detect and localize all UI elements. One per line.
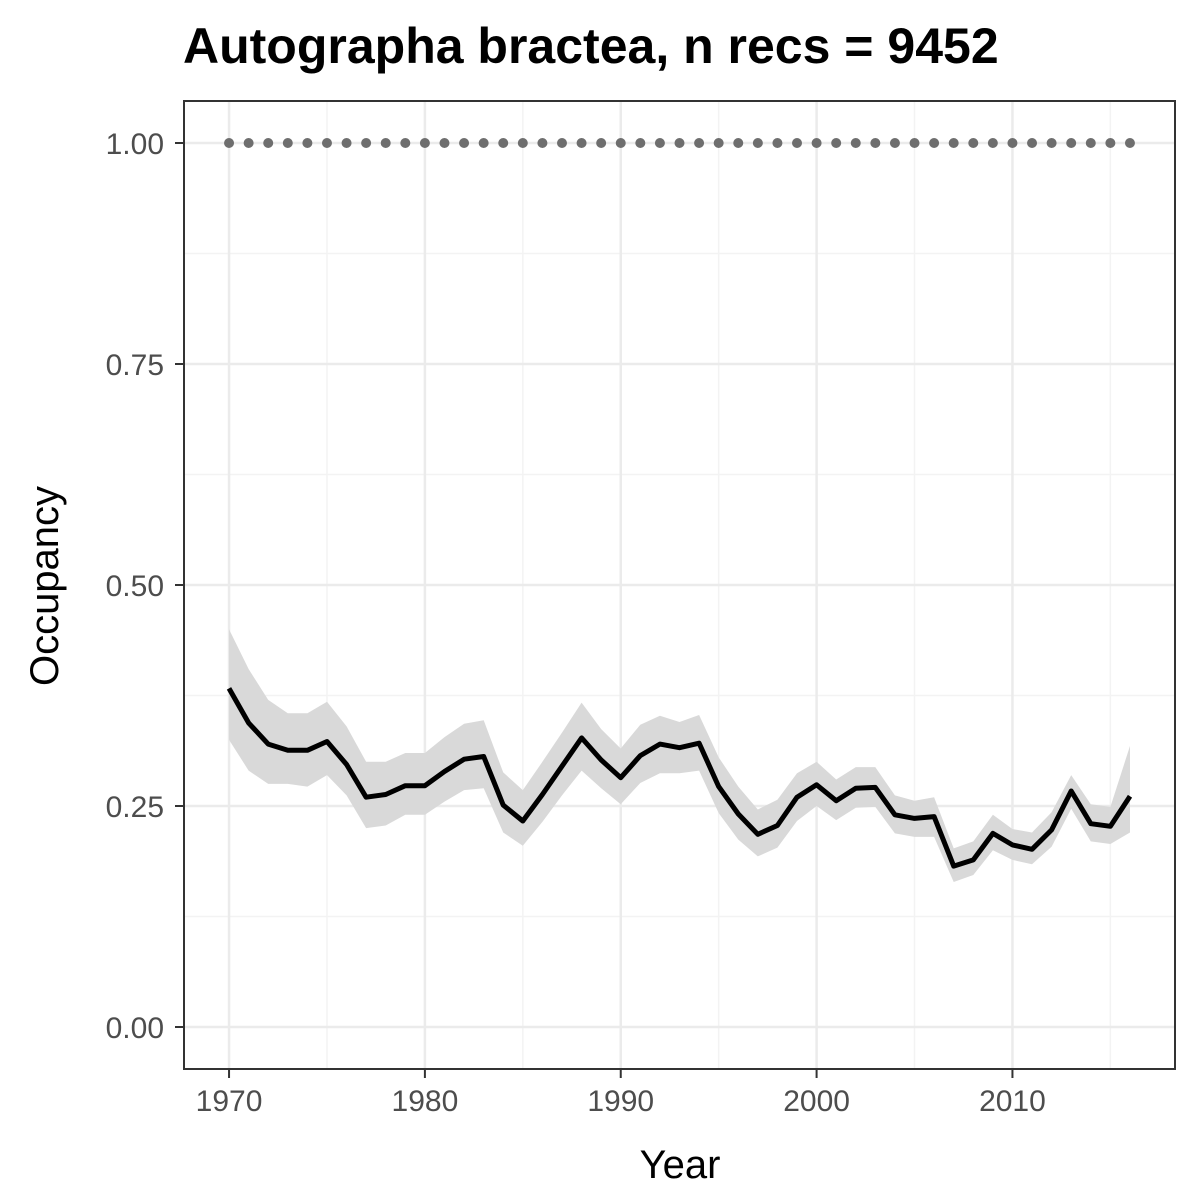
x-tick-label: 2000 — [783, 1085, 850, 1118]
reference-point — [537, 137, 548, 148]
reference-point — [694, 137, 705, 148]
y-axis-title: Occupancy — [23, 486, 67, 686]
y-tick-label: 1.00 — [106, 128, 164, 161]
reference-point — [654, 137, 665, 148]
reference-point — [713, 137, 724, 148]
occupancy-line — [226, 687, 1133, 869]
reference-point — [811, 137, 822, 148]
reference-point — [459, 137, 470, 148]
reference-point — [243, 137, 254, 148]
reference-point — [576, 137, 587, 148]
plot-panel — [183, 100, 1176, 1070]
reference-point — [948, 137, 959, 148]
x-tick-label: 2010 — [979, 1085, 1046, 1118]
reference-point — [870, 137, 881, 148]
reference-point — [596, 137, 607, 148]
reference-point — [733, 137, 744, 148]
reference-point — [792, 137, 803, 148]
reference-point — [831, 137, 842, 148]
reference-point — [224, 137, 235, 148]
reference-point — [752, 137, 763, 148]
reference-point — [439, 137, 450, 148]
x-tick-label: 1970 — [196, 1085, 263, 1118]
reference-point — [1007, 137, 1018, 148]
reference-point — [341, 137, 352, 148]
x-axis-title: Year — [640, 1143, 721, 1187]
reference-point — [635, 137, 646, 148]
reference-point — [556, 137, 567, 148]
reference-point — [419, 137, 430, 148]
reference-point — [674, 137, 685, 148]
reference-point — [1124, 137, 1135, 148]
y-tick-label: 0.50 — [106, 570, 164, 603]
y-axis-ticks: 0.00 0.25 0.50 0.75 1.00 — [106, 128, 184, 1045]
reference-point — [850, 137, 861, 148]
reference-point — [1085, 137, 1096, 148]
reference-point — [968, 137, 979, 148]
reference-point — [478, 137, 489, 148]
chart-title: Autographa bractea, n recs = 9452 — [183, 18, 999, 74]
reference-point — [772, 137, 783, 148]
y-tick-label: 0.75 — [106, 349, 164, 382]
reference-point — [282, 137, 293, 148]
reference-point — [302, 137, 313, 148]
reference-point — [498, 137, 509, 148]
reference-point — [1105, 137, 1116, 148]
reference-point — [1046, 137, 1057, 148]
reference-point — [889, 137, 900, 148]
reference-point — [321, 137, 332, 148]
x-tick-label: 1980 — [392, 1085, 459, 1118]
reference-point — [380, 137, 391, 148]
reference-point — [1066, 137, 1077, 148]
reference-point — [517, 137, 528, 148]
y-tick-label: 0.25 — [106, 791, 164, 824]
reference-point — [987, 137, 998, 148]
reference-point — [929, 137, 940, 148]
x-tick-label: 1990 — [587, 1085, 654, 1118]
x-axis-ticks: 1970 1980 1990 2000 2010 — [196, 1069, 1046, 1118]
reference-point — [400, 137, 411, 148]
reference-point — [263, 137, 274, 148]
reference-point — [615, 137, 626, 148]
y-tick-label: 0.00 — [106, 1012, 164, 1045]
reference-point — [361, 137, 372, 148]
reference-point — [1027, 137, 1038, 148]
reference-point — [909, 137, 920, 148]
